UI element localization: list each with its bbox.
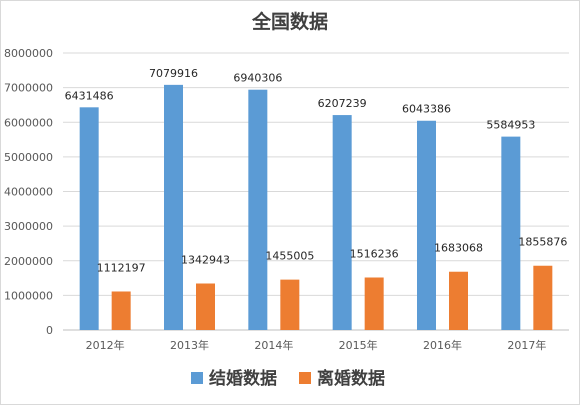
divorce-bar xyxy=(280,279,300,330)
legend: 结婚数据 离婚数据 xyxy=(191,368,385,389)
legend-label: 离婚数据 xyxy=(317,368,385,389)
x-tick-label: 2016年 xyxy=(423,338,462,352)
divorce-bar xyxy=(111,291,131,330)
y-tick-label: 8000000 xyxy=(4,47,53,60)
y-tick-label: 2000000 xyxy=(4,255,53,268)
divorce-bar xyxy=(533,265,553,330)
divorce-bar xyxy=(449,271,468,330)
marriage-bar xyxy=(501,136,521,330)
divorce-bar xyxy=(196,283,215,330)
legend-swatch xyxy=(191,372,203,384)
y-tick-label: 0 xyxy=(46,324,53,337)
marriage-bar xyxy=(164,84,183,330)
chart-title: 全国数据 xyxy=(251,10,328,33)
marriage-data-label: 6207239 xyxy=(318,97,367,110)
divorce-data-label: 1855876 xyxy=(518,236,567,249)
marriage-bar xyxy=(248,89,268,331)
y-tick-label: 6000000 xyxy=(4,116,53,129)
x-tick-label: 2014年 xyxy=(254,338,293,352)
marriage-bar xyxy=(79,107,99,330)
divorce-data-label: 1112197 xyxy=(97,261,146,274)
divorce-bar xyxy=(364,277,384,330)
marriage-data-label: 6940306 xyxy=(233,72,282,85)
x-tick-label: 2017年 xyxy=(507,338,546,352)
y-tick-label: 5000000 xyxy=(4,151,53,164)
x-tick-label: 2015年 xyxy=(339,338,378,352)
divorce-data-label: 1455005 xyxy=(265,250,314,263)
legend-label: 结婚数据 xyxy=(209,368,277,389)
x-tick-label: 2013年 xyxy=(170,338,209,352)
marriage-bar xyxy=(332,115,352,331)
marriage-data-label: 5584953 xyxy=(486,119,535,132)
marriage-bar xyxy=(417,120,436,330)
marriage-data-label: 6043386 xyxy=(402,103,451,116)
legend-swatch xyxy=(299,372,311,384)
y-tick-label: 7000000 xyxy=(4,82,53,95)
divorce-data-label: 1683068 xyxy=(434,242,483,255)
x-axis-ticks: 2012年 2013年 2014年 2015年 2016年 2017年 xyxy=(86,338,547,352)
bars xyxy=(79,84,553,331)
marriage-data-label: 6431486 xyxy=(65,89,114,102)
x-tick-label: 2012年 xyxy=(86,338,125,352)
divorce-data-label: 1342943 xyxy=(181,254,230,267)
marriage-data-label: 7079916 xyxy=(149,67,198,80)
grid-lines xyxy=(63,52,569,331)
divorce-data-label: 1516236 xyxy=(350,248,399,261)
y-axis-ticks: 0 1000000 2000000 3000000 4000000 5000000 6000… xyxy=(4,47,53,337)
y-tick-label: 3000000 xyxy=(4,220,53,233)
y-tick-label: 1000000 xyxy=(4,289,53,302)
y-tick-label: 4000000 xyxy=(4,186,53,199)
data-labels: 6431486 1112197 7079916 1342943 6940306 14550… xyxy=(65,67,568,275)
